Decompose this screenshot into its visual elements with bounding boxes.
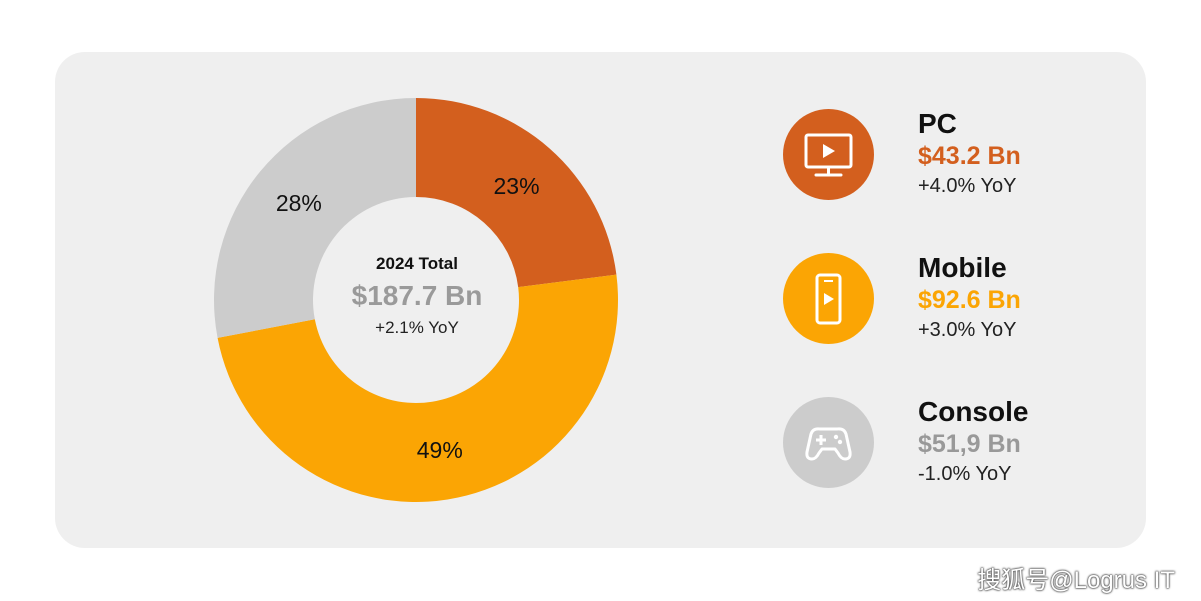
center-title: 2024 Total bbox=[376, 254, 458, 273]
legend-value: $92.6 Bn bbox=[918, 286, 1021, 314]
legend-yoy: +3.0% YoY bbox=[918, 319, 1017, 341]
donut-center: 2024 Total $187.7 Bn +2.1% YoY bbox=[317, 254, 517, 338]
gamepad-icon bbox=[783, 397, 874, 488]
watermark: 搜狐号@Logrus IT bbox=[977, 567, 1175, 594]
monitor-play-icon bbox=[783, 109, 874, 200]
legend-value: $43.2 Bn bbox=[918, 142, 1021, 170]
legend-yoy: -1.0% YoY bbox=[918, 463, 1012, 485]
donut-slice-pc bbox=[416, 98, 617, 288]
slice-label-console: 28% bbox=[276, 190, 322, 216]
donut-slice-console bbox=[213, 98, 416, 338]
legend-value: $51,9 Bn bbox=[918, 430, 1021, 458]
slice-label-mobile: 49% bbox=[417, 437, 463, 463]
center-yoy: +2.1% YoY bbox=[375, 318, 459, 337]
legend-name: PC bbox=[918, 108, 957, 139]
legend-name: Console bbox=[918, 396, 1029, 427]
slice-label-pc: 23% bbox=[493, 173, 539, 199]
legend-name: Mobile bbox=[918, 252, 1007, 283]
smartphone-play-icon bbox=[783, 253, 874, 344]
center-total-value: $187.7 Bn bbox=[351, 280, 483, 311]
legend-yoy: +4.0% YoY bbox=[918, 175, 1017, 197]
donut-slice-mobile bbox=[217, 274, 618, 502]
